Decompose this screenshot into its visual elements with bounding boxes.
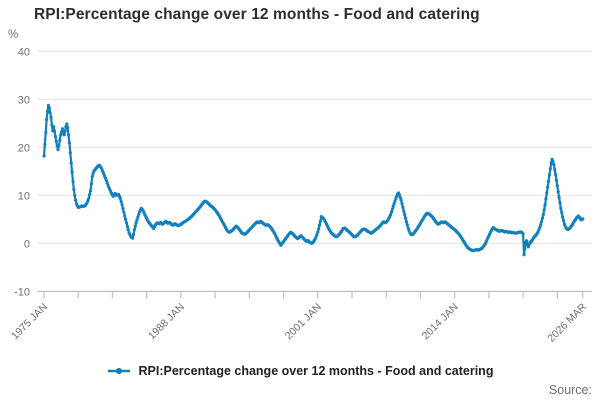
y-axis-tick-label: 20 bbox=[18, 142, 30, 154]
x-axis-label: 1988 JAN bbox=[146, 301, 187, 342]
y-axis-tick-label: 0 bbox=[24, 238, 30, 250]
y-axis-tick-label: -10 bbox=[14, 286, 30, 298]
data-series-line bbox=[42, 104, 584, 256]
legend-line-dot-icon bbox=[107, 367, 130, 375]
y-axis-unit-label: % bbox=[8, 29, 19, 41]
legend-label: RPI:Percentage change over 12 months - F… bbox=[138, 364, 494, 378]
x-axis-label: 1975 JAN bbox=[9, 301, 50, 342]
y-axis-tick-label: 30 bbox=[18, 94, 30, 106]
data-series-points bbox=[42, 103, 585, 257]
x-axis-label: 2026 MAR bbox=[545, 301, 589, 345]
chart-canvas[interactable]: 40 30 20 10 0 -10 1975 JAN 1988 JAN 2001 JAN 2014… bbox=[0, 0, 600, 352]
chart-title: RPI:Percentage change over 12 months - F… bbox=[34, 6, 480, 23]
x-axis-label: 2014 JAN bbox=[420, 301, 461, 342]
y-axis-tick-label: 10 bbox=[18, 190, 30, 202]
y-axis-tick-label: 40 bbox=[18, 46, 30, 58]
legend: RPI:Percentage change over 12 months - F… bbox=[0, 361, 600, 381]
x-axis-label: 2001 JAN bbox=[283, 301, 324, 342]
source-label: Source: bbox=[548, 383, 592, 397]
